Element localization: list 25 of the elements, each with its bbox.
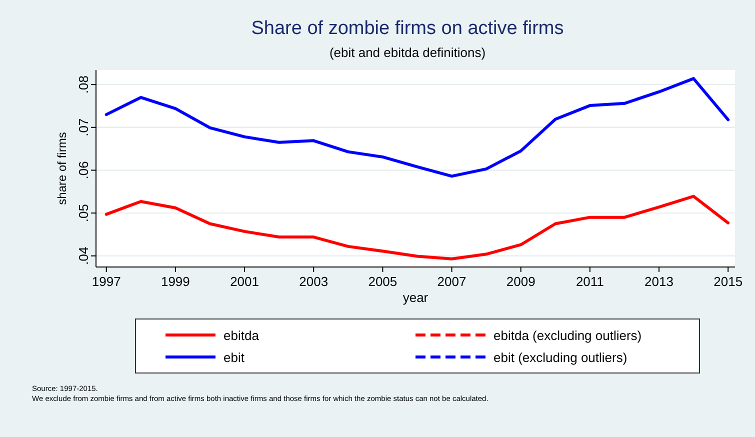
legend-label: ebitda (224, 328, 260, 343)
x-tick-label: 2005 (368, 274, 398, 289)
x-tick-label: 1999 (160, 274, 190, 289)
y-tick-label: .08 (76, 76, 91, 94)
legend-label: ebit (224, 350, 245, 365)
chart-subtitle: (ebit and ebitda definitions) (329, 45, 486, 60)
y-tick-label: .06 (76, 161, 91, 180)
x-tick-label: 2007 (437, 274, 466, 289)
x-axis-title: year (402, 290, 429, 305)
y-tick-label: .04 (76, 246, 91, 265)
x-tick-label: 1997 (92, 274, 121, 289)
x-tick-label: 2013 (644, 274, 674, 289)
x-tick-label: 2001 (230, 274, 259, 289)
line-series (104, 194, 730, 260)
x-tick-label: 2015 (714, 274, 743, 289)
y-axis-title: share of firms (55, 132, 69, 205)
x-tick-label: 2003 (299, 274, 328, 289)
legend-label: ebit (excluding outliers) (494, 350, 628, 365)
legend-label: ebitda (excluding outliers) (494, 328, 642, 343)
y-tick-label: .05 (76, 204, 91, 222)
x-tick-label: 2009 (506, 274, 536, 289)
line-series (104, 77, 730, 178)
x-tick-label: 2011 (576, 274, 604, 289)
chart-title: Share of zombie firms on active firms (251, 18, 564, 39)
y-tick-label: .07 (76, 118, 91, 136)
